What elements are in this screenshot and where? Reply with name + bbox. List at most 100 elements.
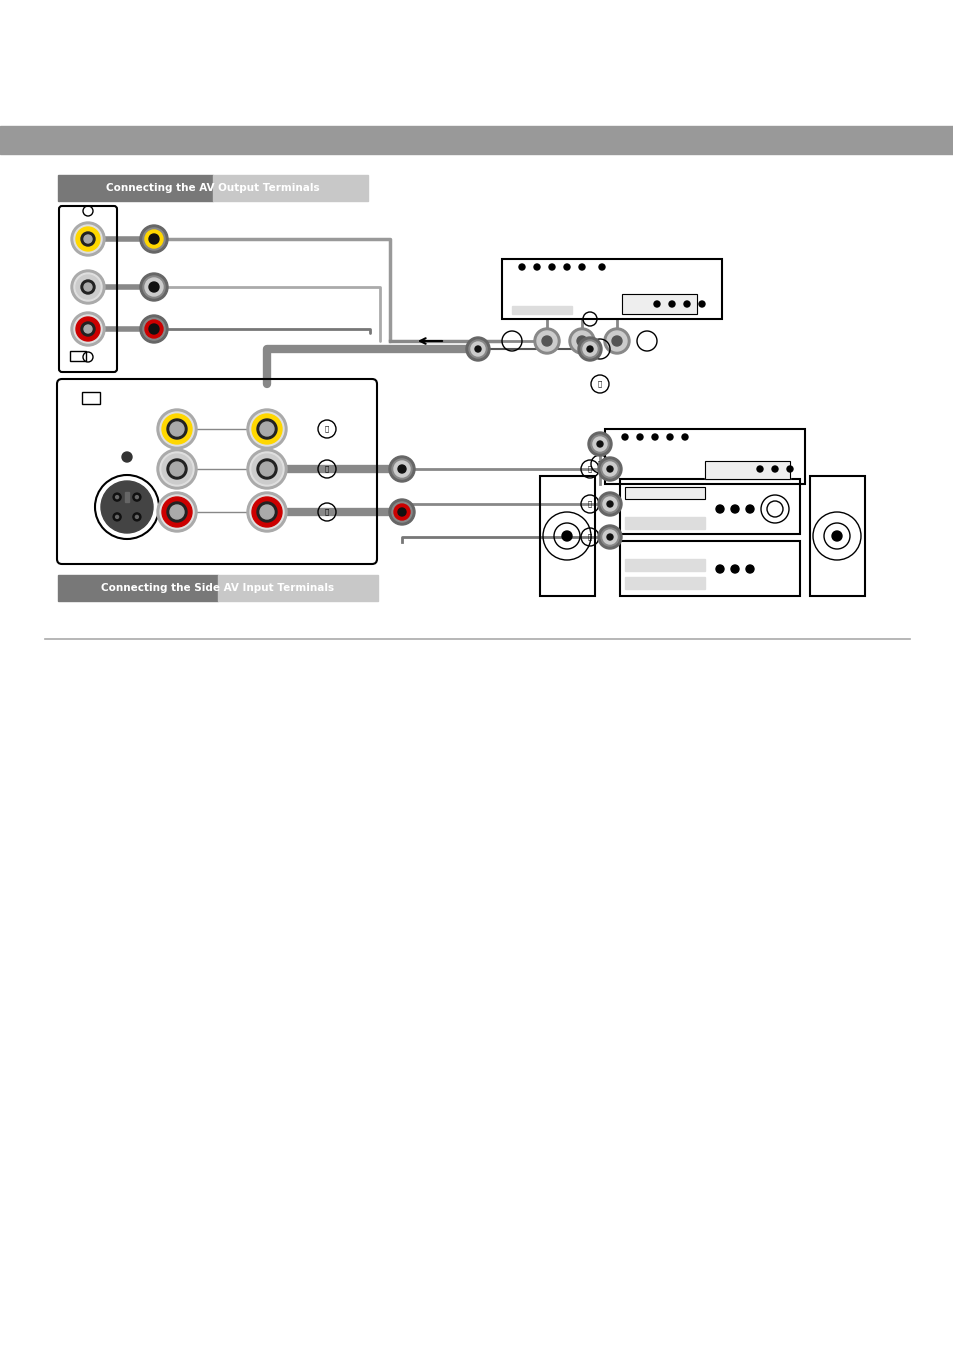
Circle shape <box>598 492 621 517</box>
Circle shape <box>548 264 555 270</box>
Circle shape <box>115 515 118 518</box>
Circle shape <box>143 228 165 250</box>
Circle shape <box>606 465 613 472</box>
Circle shape <box>149 282 159 291</box>
Text: Ⓥ: Ⓥ <box>598 380 601 387</box>
Bar <box>624 487 704 499</box>
Circle shape <box>730 565 739 573</box>
Text: Connecting the Side AV Input Terminals: Connecting the Side AV Input Terminals <box>101 583 335 594</box>
Circle shape <box>651 434 658 440</box>
Circle shape <box>252 455 282 484</box>
Circle shape <box>582 343 597 356</box>
Circle shape <box>587 432 612 456</box>
Circle shape <box>593 437 606 451</box>
Circle shape <box>534 328 559 353</box>
Circle shape <box>160 495 193 529</box>
Bar <box>82 393 100 403</box>
Circle shape <box>606 500 613 507</box>
Circle shape <box>831 532 841 541</box>
Circle shape <box>101 482 152 533</box>
Circle shape <box>745 505 753 513</box>
Circle shape <box>260 461 274 476</box>
Bar <box>704 461 789 479</box>
Circle shape <box>260 505 274 519</box>
Circle shape <box>598 525 621 549</box>
Text: Ⓛ: Ⓛ <box>598 461 601 467</box>
Circle shape <box>162 414 192 444</box>
Circle shape <box>668 301 675 308</box>
Circle shape <box>518 264 524 270</box>
Circle shape <box>143 277 165 298</box>
Circle shape <box>786 465 792 472</box>
Circle shape <box>84 235 91 243</box>
Circle shape <box>157 492 196 532</box>
Bar <box>512 306 572 314</box>
Circle shape <box>71 312 105 345</box>
Circle shape <box>621 434 627 440</box>
Circle shape <box>149 324 159 335</box>
Circle shape <box>167 502 187 522</box>
Bar <box>218 575 377 602</box>
Circle shape <box>84 325 91 333</box>
Bar <box>604 429 804 484</box>
Circle shape <box>71 270 105 304</box>
Circle shape <box>392 502 412 522</box>
Circle shape <box>389 499 415 525</box>
Circle shape <box>252 414 282 444</box>
Circle shape <box>602 530 617 544</box>
Circle shape <box>637 434 642 440</box>
Circle shape <box>122 452 132 461</box>
Circle shape <box>745 565 753 573</box>
Circle shape <box>577 336 586 345</box>
Circle shape <box>666 434 672 440</box>
Bar <box>619 479 800 534</box>
Circle shape <box>140 316 168 343</box>
Text: Ⓥ: Ⓥ <box>587 465 592 472</box>
Bar <box>58 175 213 201</box>
Circle shape <box>140 272 168 301</box>
Circle shape <box>602 496 617 511</box>
Circle shape <box>145 229 163 248</box>
Circle shape <box>250 495 284 529</box>
Circle shape <box>260 422 274 436</box>
Circle shape <box>256 459 276 479</box>
Circle shape <box>389 456 415 482</box>
Circle shape <box>541 336 552 345</box>
Bar <box>624 517 704 529</box>
Circle shape <box>394 461 410 478</box>
Circle shape <box>113 494 121 500</box>
Text: Ⓡ: Ⓡ <box>325 509 329 515</box>
Circle shape <box>149 233 159 244</box>
Circle shape <box>606 534 613 540</box>
Circle shape <box>157 449 196 488</box>
Circle shape <box>600 527 618 546</box>
Circle shape <box>145 278 163 295</box>
Circle shape <box>143 318 165 340</box>
Circle shape <box>757 465 762 472</box>
Circle shape <box>716 565 723 573</box>
Circle shape <box>170 461 184 476</box>
Circle shape <box>250 452 284 486</box>
Circle shape <box>397 465 406 473</box>
Circle shape <box>132 494 141 500</box>
Circle shape <box>81 322 95 336</box>
Circle shape <box>563 264 569 270</box>
Circle shape <box>145 320 163 339</box>
Text: Connecting the AV Output Terminals: Connecting the AV Output Terminals <box>106 183 319 193</box>
Circle shape <box>578 337 601 362</box>
Circle shape <box>135 495 138 499</box>
Circle shape <box>537 331 557 351</box>
Circle shape <box>76 275 100 299</box>
Circle shape <box>250 411 284 447</box>
Circle shape <box>612 336 621 345</box>
Bar <box>539 476 595 596</box>
Circle shape <box>162 455 192 484</box>
Circle shape <box>132 513 141 521</box>
Circle shape <box>170 422 184 436</box>
Text: Ⓡ: Ⓡ <box>587 534 592 541</box>
Circle shape <box>74 225 102 254</box>
Circle shape <box>247 409 287 449</box>
Circle shape <box>76 227 100 251</box>
Bar <box>0 125 953 154</box>
Circle shape <box>74 272 102 301</box>
